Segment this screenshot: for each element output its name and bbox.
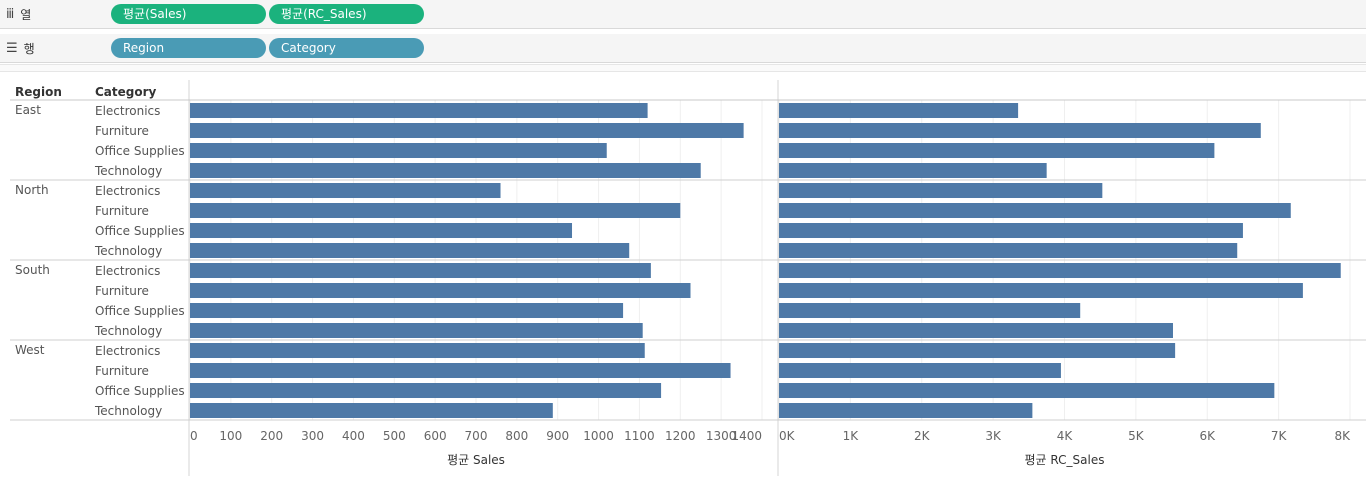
category-label: Electronics bbox=[95, 104, 160, 118]
category-label: Office Supplies bbox=[95, 384, 185, 398]
bar bbox=[190, 363, 731, 378]
bar bbox=[779, 303, 1081, 318]
bar bbox=[190, 143, 607, 158]
bar bbox=[190, 283, 691, 298]
shelf-divider bbox=[0, 64, 1366, 72]
x-tick-label: 600 bbox=[424, 429, 447, 443]
x-axis-title: 평균 Sales bbox=[447, 453, 505, 467]
category-label: Furniture bbox=[95, 204, 149, 218]
x-tick-label: 6K bbox=[1199, 429, 1216, 443]
x-tick-label: 1100 bbox=[624, 429, 655, 443]
x-tick-label: 500 bbox=[383, 429, 406, 443]
region-pill[interactable]: Region bbox=[111, 38, 266, 58]
category-label: Technology bbox=[94, 324, 162, 338]
rows-shelf-label: ☰ 행 bbox=[6, 40, 35, 57]
bar bbox=[779, 223, 1243, 238]
x-tick-label: 8K bbox=[1334, 429, 1351, 443]
x-tick-label: 0 bbox=[190, 429, 198, 443]
x-tick-label: 700 bbox=[465, 429, 488, 443]
bar bbox=[190, 163, 701, 178]
category-label: Electronics bbox=[95, 264, 160, 278]
bar bbox=[190, 303, 624, 318]
category-label: Technology bbox=[94, 164, 162, 178]
category-pill[interactable]: Category bbox=[269, 38, 424, 58]
x-tick-label: 7K bbox=[1271, 429, 1288, 443]
x-tick-label: 400 bbox=[342, 429, 365, 443]
region-label: West bbox=[15, 343, 45, 357]
x-tick-label: 3K bbox=[985, 429, 1002, 443]
columns-icon: ⅲ bbox=[6, 7, 15, 22]
bar bbox=[190, 243, 630, 258]
bar bbox=[190, 263, 651, 278]
region-label: North bbox=[15, 183, 49, 197]
category-label: Electronics bbox=[95, 344, 160, 358]
x-tick-label: 1000 bbox=[583, 429, 614, 443]
bar bbox=[779, 143, 1215, 158]
category-label: Furniture bbox=[95, 124, 149, 138]
region-label: East bbox=[15, 103, 41, 117]
bar bbox=[190, 183, 501, 198]
x-tick-label: 2K bbox=[914, 429, 931, 443]
avg-rc-sales-pill[interactable]: 평균(RC_Sales) bbox=[269, 4, 424, 24]
bar bbox=[779, 103, 1019, 118]
bar bbox=[779, 403, 1033, 418]
bar bbox=[190, 123, 744, 138]
rows-shelf: ☰ 행 Region Category bbox=[0, 34, 1366, 63]
x-tick-label: 1200 bbox=[665, 429, 696, 443]
bar bbox=[190, 403, 553, 418]
rows-shelf-title: 행 bbox=[23, 42, 35, 56]
avg-sales-pill[interactable]: 평균(Sales) bbox=[111, 4, 266, 24]
category-label: Furniture bbox=[95, 364, 149, 378]
bar bbox=[190, 203, 681, 218]
bar bbox=[779, 343, 1176, 358]
columns-shelf: ⅲ 열 평균(Sales) 평균(RC_Sales) bbox=[0, 0, 1366, 29]
x-tick-label: 900 bbox=[546, 429, 569, 443]
bar bbox=[779, 383, 1275, 398]
x-tick-label: 1300 bbox=[706, 429, 737, 443]
bar bbox=[779, 323, 1173, 338]
columns-shelf-label: ⅲ 열 bbox=[6, 6, 31, 23]
x-tick-label: 4K bbox=[1057, 429, 1074, 443]
x-tick-label: 1K bbox=[843, 429, 860, 443]
x-tick-label: 800 bbox=[505, 429, 528, 443]
bar bbox=[190, 103, 648, 118]
category-label: Technology bbox=[94, 244, 162, 258]
bar bbox=[190, 343, 645, 358]
category-label: Office Supplies bbox=[95, 304, 185, 318]
bar bbox=[779, 123, 1261, 138]
category-label: Technology bbox=[94, 404, 162, 418]
x-tick-label: 5K bbox=[1128, 429, 1145, 443]
bar bbox=[779, 263, 1341, 278]
bar bbox=[779, 363, 1061, 378]
category-label: Office Supplies bbox=[95, 144, 185, 158]
bar bbox=[779, 163, 1047, 178]
x-tick-label: 100 bbox=[219, 429, 242, 443]
bar bbox=[779, 203, 1291, 218]
bar bbox=[779, 283, 1303, 298]
columns-shelf-title: 열 bbox=[20, 8, 32, 22]
x-axis-title: 평균 RC_Sales bbox=[1025, 453, 1105, 467]
bar bbox=[190, 383, 662, 398]
category-header: Category bbox=[95, 85, 157, 99]
region-label: South bbox=[15, 263, 50, 277]
x-tick-label: 1400 bbox=[731, 429, 762, 443]
bar bbox=[779, 243, 1238, 258]
x-tick-label: 300 bbox=[301, 429, 324, 443]
category-label: Furniture bbox=[95, 284, 149, 298]
region-header: Region bbox=[15, 85, 62, 99]
x-tick-label: 0K bbox=[779, 429, 796, 443]
x-tick-label: 200 bbox=[260, 429, 283, 443]
bar bbox=[190, 323, 643, 338]
category-label: Electronics bbox=[95, 184, 160, 198]
bar bbox=[779, 183, 1103, 198]
bar bbox=[190, 223, 573, 238]
category-label: Office Supplies bbox=[95, 224, 185, 238]
rows-icon: ☰ bbox=[6, 41, 18, 56]
